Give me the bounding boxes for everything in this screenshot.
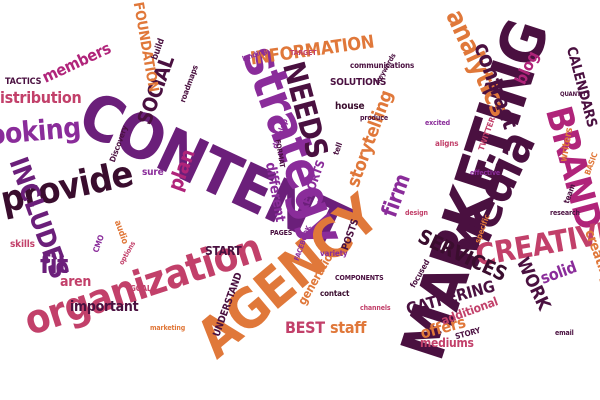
word-components: COMPONENTS: [335, 274, 384, 282]
word-looking: looking: [0, 110, 82, 153]
word-important: important: [70, 299, 139, 315]
word-distribution: distribution: [0, 88, 82, 107]
word-cmo: CMO: [91, 233, 106, 254]
word-creating: creating: [581, 227, 600, 287]
word-target: TARGET: [290, 49, 317, 57]
word-communications: communications: [350, 61, 415, 70]
word-staff: staff: [330, 318, 367, 337]
word-variety: variety: [320, 249, 348, 258]
word-start: START: [205, 244, 242, 258]
word-produce: produce: [360, 114, 388, 122]
word-house: house: [335, 101, 365, 112]
word-roadmaps: roadmaps: [178, 63, 200, 104]
word-design: design: [405, 209, 428, 217]
word-sure: sure: [142, 167, 164, 178]
word-quantity: QUANTITY: [560, 91, 590, 98]
word-solutions: SOLUTIONS: [330, 77, 387, 88]
word-effective: effective: [470, 169, 501, 177]
word-email: email: [555, 329, 574, 337]
word-pages: PAGES: [270, 229, 293, 237]
word-excited: excited: [425, 119, 451, 127]
word-channels: channels: [360, 304, 391, 312]
word-marketing: marketing: [150, 324, 186, 332]
word-tactics: TACTICS: [5, 77, 42, 87]
word-audio: audio: [111, 219, 130, 246]
word-solid: solid: [537, 257, 579, 288]
word-contact: contact: [320, 289, 350, 298]
word-aligns: aligns: [435, 139, 459, 148]
word-skills: skills: [10, 239, 35, 250]
word-best: BEST: [285, 318, 325, 337]
word-research: research: [550, 209, 580, 217]
word-fit: fit: [40, 250, 68, 280]
word-mediums: mediums: [420, 336, 474, 350]
word-goals: GOALS: [130, 284, 157, 293]
word-aren: aren: [60, 274, 92, 290]
word-tell: tell: [331, 141, 345, 157]
